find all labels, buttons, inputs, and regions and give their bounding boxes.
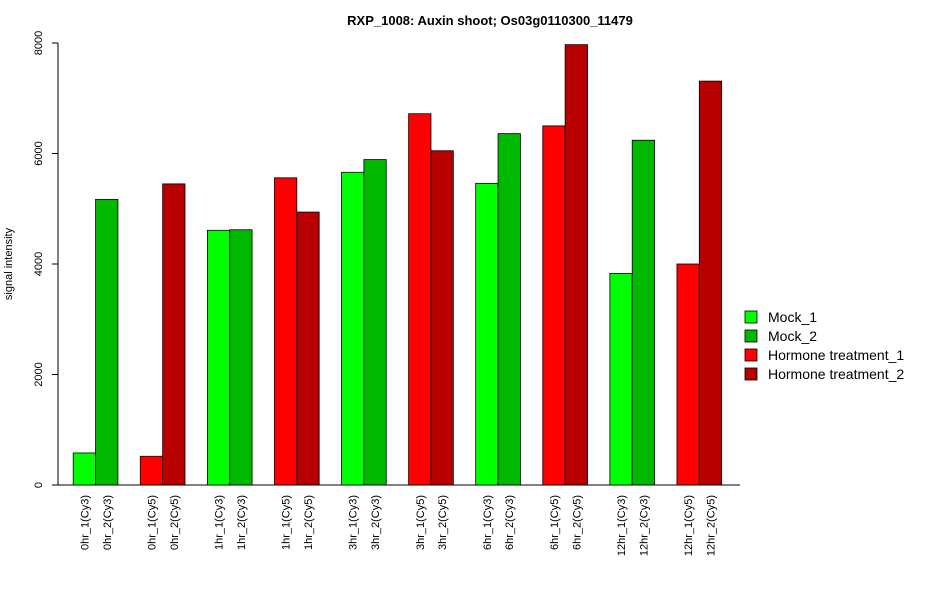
bar <box>274 177 298 486</box>
y-axis: 0 2000 4000 6000 8000 <box>33 31 59 488</box>
bar <box>363 159 387 486</box>
x-tick-labels: 0hr_1(Cy3) 0hr_2(Cy3) 0hr_1(Cy5) 0hr_2(Cy5)… <box>79 495 717 556</box>
legend-label: Mock_1 <box>768 309 817 325</box>
bar <box>542 125 566 486</box>
bar <box>408 113 432 486</box>
x-tick-label: 0hr_2(Cy5) <box>169 495 181 550</box>
legend-label: Hormone treatment_1 <box>768 347 904 363</box>
x-tick-label: 6hr_1(Cy5) <box>549 495 561 550</box>
y-tick-label: 8000 <box>33 31 45 55</box>
x-tick-label: 0hr_1(Cy5) <box>146 495 158 550</box>
x-tick-label: 6hr_2(Cy3) <box>504 495 516 550</box>
y-tick-label: 6000 <box>33 141 45 165</box>
legend-label: Hormone treatment_2 <box>768 366 904 382</box>
x-tick-label: 6hr_2(Cy5) <box>571 495 583 550</box>
bar <box>430 150 454 486</box>
y-tick-label: 4000 <box>33 252 45 276</box>
x-tick-label: 12hr_2(Cy5) <box>705 495 717 556</box>
legend-label: Mock_2 <box>768 328 817 344</box>
y-tick-label: 0 <box>33 482 45 488</box>
legend-swatch <box>744 329 758 343</box>
x-tick-label: 3hr_1(Cy5) <box>415 495 427 550</box>
bar <box>564 44 588 486</box>
x-tick-label: 12hr_2(Cy3) <box>638 495 650 556</box>
x-tick-label: 0hr_1(Cy3) <box>79 495 91 550</box>
bar <box>676 263 700 486</box>
x-tick-label: 12hr_1(Cy5) <box>683 495 695 556</box>
y-axis-label: signal intensity <box>3 227 15 300</box>
bar <box>162 183 186 486</box>
x-tick-label: 12hr_1(Cy3) <box>616 495 628 556</box>
x-tick-label: 3hr_2(Cy5) <box>437 495 449 550</box>
x-tick-label: 1hr_2(Cy3) <box>236 495 248 550</box>
bar <box>475 182 499 486</box>
legend-swatch <box>744 367 758 381</box>
y-tick-label: 2000 <box>33 362 45 386</box>
bar <box>296 211 320 486</box>
bar <box>139 455 164 486</box>
x-tick-label: 6hr_1(Cy3) <box>482 495 494 550</box>
bar <box>609 272 633 486</box>
bar <box>95 198 119 486</box>
x-tick-label: 3hr_1(Cy3) <box>348 495 360 550</box>
bar <box>206 229 231 486</box>
bars <box>72 44 723 486</box>
bar <box>229 229 253 486</box>
bar <box>72 452 96 486</box>
bar <box>631 139 655 486</box>
x-tick-label: 3hr_2(Cy3) <box>370 495 382 550</box>
legend-swatch <box>744 348 758 362</box>
chart-title: RXP_1008: Auxin shoot; Os03g0110300_1147… <box>347 13 633 28</box>
legend: Mock_1 Mock_2 Hormone treatment_1 Hormone t… <box>744 309 904 382</box>
bar <box>497 133 521 486</box>
bar <box>698 80 723 486</box>
bar <box>341 171 365 486</box>
x-tick-label: 1hr_2(Cy5) <box>303 495 315 550</box>
x-tick-label: 0hr_2(Cy3) <box>102 495 114 550</box>
x-tick-label: 1hr_1(Cy3) <box>214 495 226 550</box>
legend-swatch <box>744 310 758 324</box>
x-tick-label: 1hr_1(Cy5) <box>281 495 293 550</box>
